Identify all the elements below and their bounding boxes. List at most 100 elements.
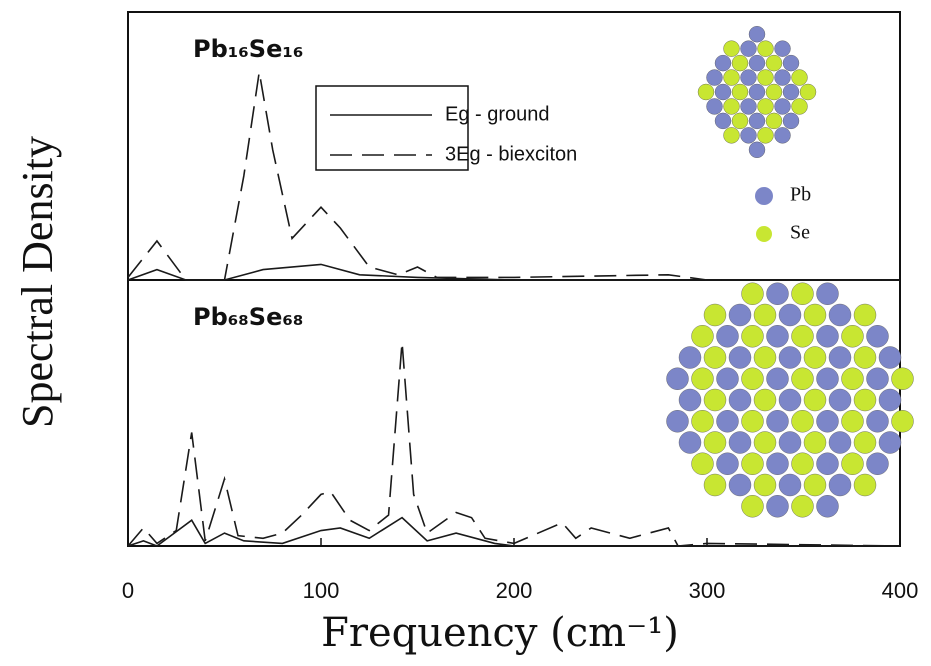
atom — [842, 368, 864, 390]
atom — [792, 70, 808, 86]
atom — [732, 113, 748, 129]
atom — [749, 142, 765, 158]
atom — [729, 474, 751, 496]
atom — [692, 325, 714, 347]
atom — [742, 368, 764, 390]
atom — [767, 325, 789, 347]
x-axis-label: Frequency (cm⁻¹) — [321, 610, 679, 656]
atom — [817, 325, 839, 347]
atom — [704, 304, 726, 326]
atom — [804, 389, 826, 411]
atom — [704, 432, 726, 454]
atom — [783, 55, 799, 71]
chart: Pb₁₆Se₁₆ Pb₆₈Se₆₈ Spectral Density Frequ… — [0, 0, 931, 666]
atom — [741, 98, 757, 114]
atom — [767, 410, 789, 432]
atom — [724, 127, 740, 143]
atom-icon — [755, 187, 773, 205]
atom — [742, 410, 764, 432]
atom — [758, 127, 774, 143]
legend-label: Eg - ground — [445, 103, 550, 125]
atom — [767, 283, 789, 305]
atom — [749, 84, 765, 100]
atom — [867, 325, 889, 347]
atom — [707, 70, 723, 86]
atom — [729, 389, 751, 411]
atom — [729, 347, 751, 369]
atom — [715, 55, 731, 71]
atom — [829, 474, 851, 496]
x-tick-label: 300 — [689, 578, 726, 603]
atom — [698, 84, 714, 100]
atom — [742, 325, 764, 347]
atom — [854, 347, 876, 369]
atom — [715, 113, 731, 129]
atom — [792, 98, 808, 114]
atom — [704, 347, 726, 369]
atom — [766, 84, 782, 100]
atom — [767, 495, 789, 517]
x-tick-label: 200 — [496, 578, 533, 603]
atom — [892, 410, 914, 432]
atom — [792, 283, 814, 305]
atom — [842, 410, 864, 432]
atom — [742, 453, 764, 475]
atom — [742, 495, 764, 517]
atom — [879, 389, 901, 411]
atom — [817, 283, 839, 305]
atom — [729, 304, 751, 326]
atom-label: Pb — [790, 184, 811, 206]
atom — [767, 368, 789, 390]
atom — [804, 474, 826, 496]
atom — [742, 283, 764, 305]
atom — [724, 70, 740, 86]
atom — [867, 410, 889, 432]
atom — [741, 41, 757, 57]
atom — [754, 304, 776, 326]
atom — [775, 41, 791, 57]
atom — [775, 98, 791, 114]
atom — [829, 304, 851, 326]
atom — [879, 347, 901, 369]
atom — [679, 347, 701, 369]
atom — [779, 432, 801, 454]
atom — [667, 410, 689, 432]
atom — [792, 325, 814, 347]
atom — [779, 389, 801, 411]
atom — [767, 453, 789, 475]
atom — [679, 389, 701, 411]
atom — [717, 368, 739, 390]
atom — [854, 432, 876, 454]
atom — [892, 368, 914, 390]
legend-label: 3Eg - biexciton — [445, 143, 577, 165]
atom — [817, 495, 839, 517]
atom — [829, 432, 851, 454]
atom — [800, 84, 816, 100]
atom — [842, 453, 864, 475]
atom — [829, 389, 851, 411]
atom — [783, 84, 799, 100]
x-tick-label: 100 — [303, 578, 340, 603]
atom — [704, 474, 726, 496]
atom-icon — [756, 226, 772, 242]
atom — [692, 453, 714, 475]
atom — [749, 113, 765, 129]
atom — [779, 304, 801, 326]
atom — [717, 325, 739, 347]
atom — [792, 495, 814, 517]
atom — [842, 325, 864, 347]
atom — [758, 98, 774, 114]
atom — [792, 453, 814, 475]
atom — [715, 84, 731, 100]
atom-label: Se — [790, 222, 810, 244]
atom — [783, 113, 799, 129]
panel-title: Pb₆₈Se₆₈ — [193, 303, 303, 331]
atom — [854, 474, 876, 496]
atom — [741, 127, 757, 143]
panel-title: Pb₁₆Se₁₆ — [193, 35, 303, 63]
x-tick-label: 400 — [882, 578, 919, 603]
atom — [817, 368, 839, 390]
atom — [854, 389, 876, 411]
atom — [741, 70, 757, 86]
atom — [775, 127, 791, 143]
